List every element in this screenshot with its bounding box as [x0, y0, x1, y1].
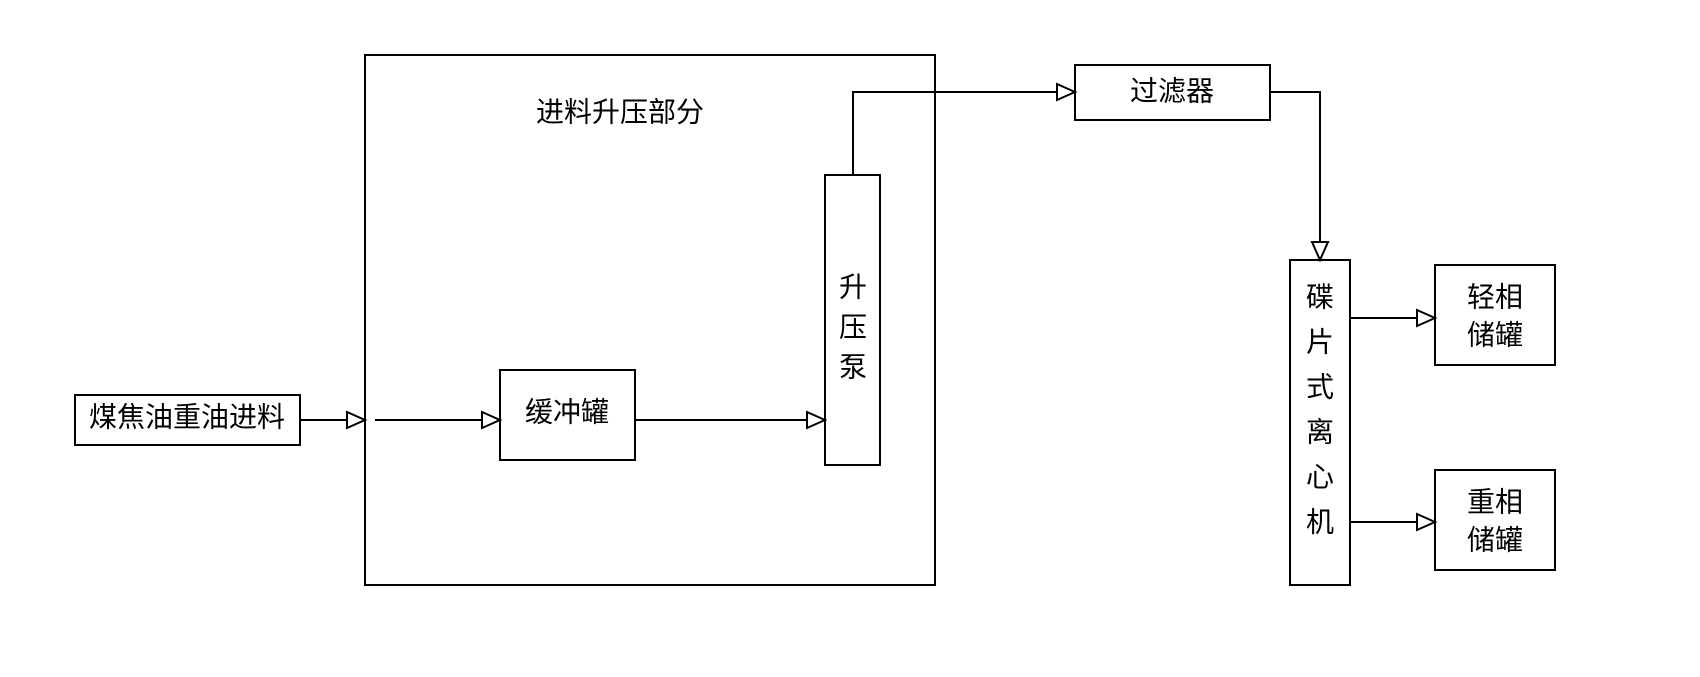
feed-in-label: 煤焦油重油进料: [89, 401, 285, 433]
arrow-centrifuge-to-heavy: [1417, 514, 1435, 530]
booster-pump-label-3: 泵: [839, 352, 867, 383]
centrifuge-label-5: 心: [1306, 462, 1334, 493]
centrifuge-label-1: 碟: [1306, 281, 1334, 313]
centrifuge-label-4: 离: [1306, 416, 1334, 448]
arrow-filter-to-centrifuge: [1312, 242, 1328, 260]
booster-pump-label-1: 升: [839, 272, 867, 303]
arrow-feed-to-section: [347, 412, 365, 428]
light-tank-label-1: 轻相: [1467, 281, 1523, 313]
arrow-centrifuge-to-light: [1417, 310, 1435, 326]
heavy-tank-label-2: 储罐: [1467, 524, 1523, 556]
centrifuge-label-6: 机: [1306, 506, 1334, 538]
section-label: 进料升压部分: [536, 96, 704, 128]
light-tank-label-2: 储罐: [1467, 319, 1523, 351]
edge-filter-to-centrifuge: [1270, 92, 1320, 242]
centrifuge-label-3: 式: [1306, 371, 1334, 403]
filter-label: 过滤器: [1130, 75, 1214, 107]
centrifuge-label-2: 片: [1306, 326, 1334, 358]
booster-pump-label-2: 压: [839, 312, 867, 343]
arrow-pump-to-filter: [1057, 84, 1075, 100]
buffer-tank-label: 缓冲罐: [525, 396, 609, 428]
heavy-tank-label-1: 重相: [1467, 486, 1523, 518]
